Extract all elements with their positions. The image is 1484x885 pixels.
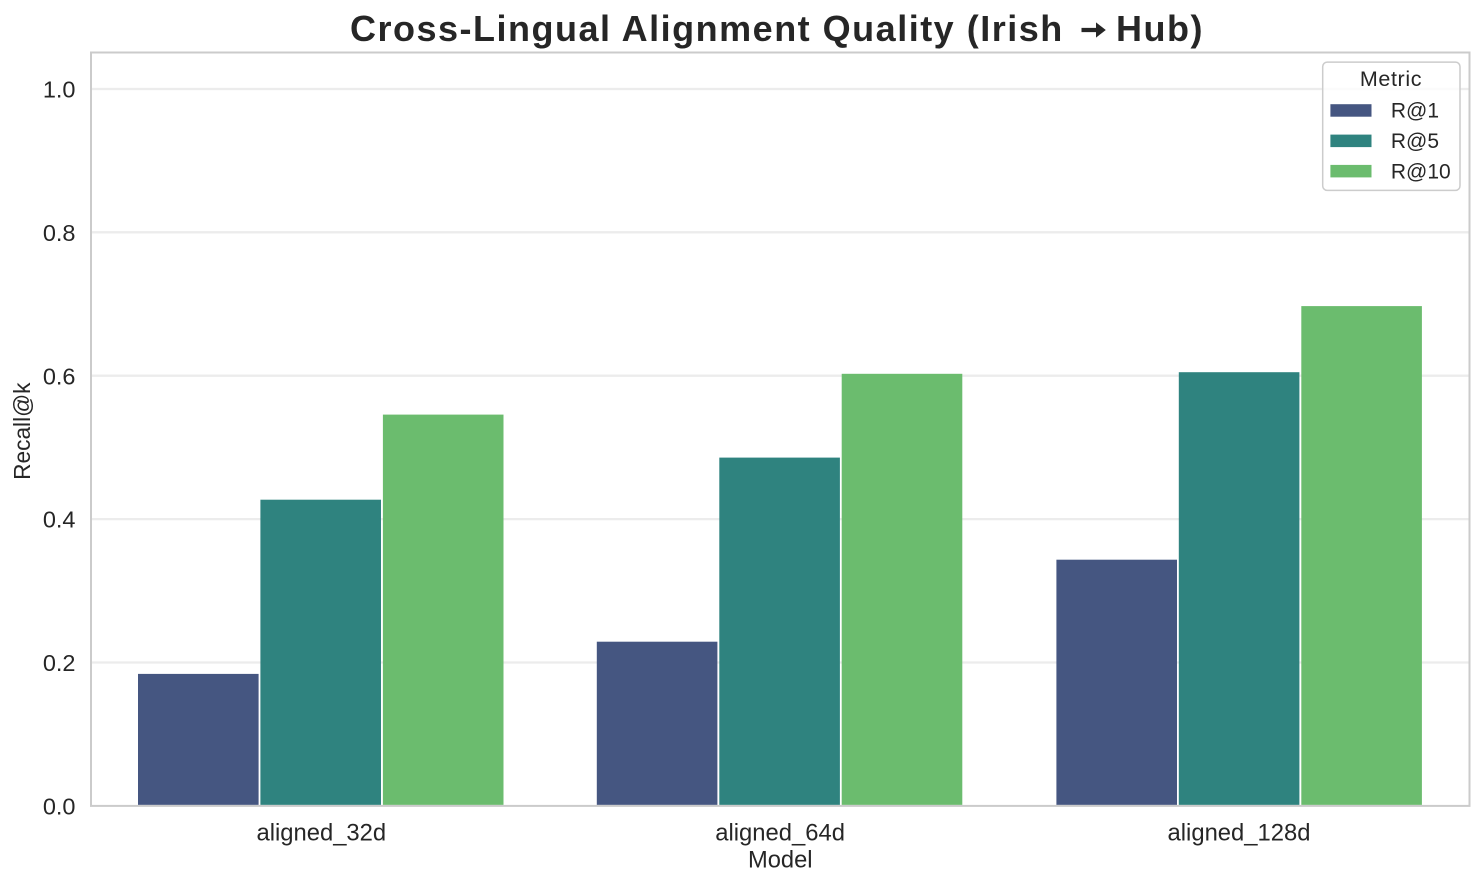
svg-text:R@10: R@10 [1391, 160, 1451, 183]
svg-text:Metric: Metric [1360, 67, 1422, 91]
svg-text:R@5: R@5 [1391, 130, 1439, 153]
svg-text:0.4: 0.4 [43, 507, 76, 533]
svg-text:aligned_64d: aligned_64d [715, 820, 845, 847]
svg-text:Recall@k: Recall@k [9, 382, 35, 480]
svg-text:0.0: 0.0 [43, 794, 76, 820]
svg-text:0.8: 0.8 [43, 220, 76, 246]
svg-text:Hub): Hub) [1116, 8, 1204, 49]
svg-text:Cross-Lingual Alignment Qualit: Cross-Lingual Alignment Quality (Irish [350, 8, 1064, 49]
svg-text:0.6: 0.6 [43, 363, 76, 389]
svg-text:R@1: R@1 [1391, 100, 1439, 123]
svg-text:aligned_128d: aligned_128d [1168, 820, 1311, 847]
svg-text:1.0: 1.0 [43, 77, 76, 103]
svg-text:Model: Model [748, 847, 813, 873]
svg-text:aligned_32d: aligned_32d [256, 820, 386, 847]
svg-text:0.2: 0.2 [43, 650, 76, 676]
